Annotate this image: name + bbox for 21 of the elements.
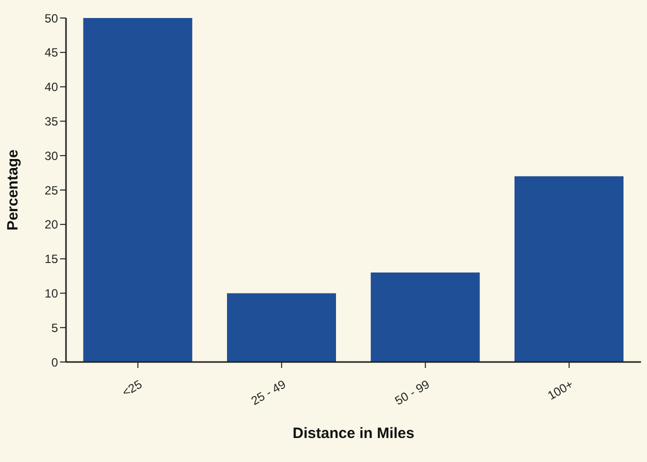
bar	[514, 176, 624, 362]
x-tick-label: <25	[120, 376, 145, 400]
bar	[83, 18, 192, 362]
y-tick-label: 20	[44, 218, 58, 232]
y-tick-label: 35	[44, 114, 58, 128]
y-tick-label: 10	[44, 286, 58, 300]
y-tick-label: 45	[44, 46, 58, 60]
y-tick-label: 25	[44, 183, 58, 198]
y-axis-title: Percentage	[4, 150, 22, 230]
x-axis-title: Distance in Miles	[292, 425, 414, 442]
x-tick-label: 25 - 49	[248, 376, 288, 408]
bar	[227, 293, 336, 362]
y-tick-label: 50	[44, 11, 58, 26]
y-tick-label: 5	[51, 320, 58, 335]
y-tick-label: 30	[44, 148, 58, 163]
x-tick-label: 100+	[545, 377, 576, 403]
y-tick-label: 0	[51, 355, 58, 370]
x-tick-label: 50 - 99	[392, 376, 432, 408]
bar	[370, 272, 480, 362]
y-tick-label: 40	[44, 80, 58, 94]
y-tick-label: 15	[44, 252, 58, 266]
